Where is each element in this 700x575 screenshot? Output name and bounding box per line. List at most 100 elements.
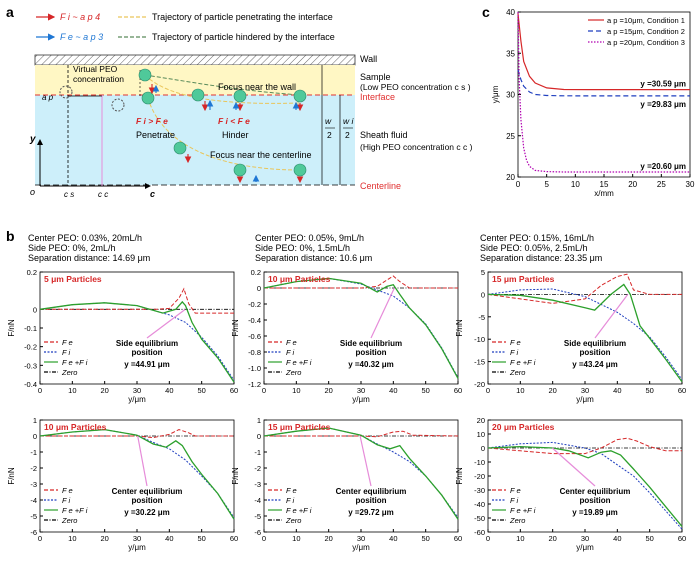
equilibrium-label: Center equilibrium <box>560 487 631 496</box>
x-tick-label: 0 <box>38 386 42 395</box>
y-tick-label: -2 <box>254 464 261 473</box>
x-axis-label: y/μm <box>576 395 594 404</box>
y-tick-label: 0 <box>33 432 37 441</box>
y-axis-label: F/nN <box>455 319 464 337</box>
col1-info-line3: Separation distance: 14.69 μm <box>28 253 151 263</box>
col2-info-line1: Center PEO: 0.05%, 9mL/h <box>255 233 365 243</box>
force-chart-6: 0 10 20 30 40 50 60 20 10 0 -10 -20 -30 -40 -50 -60 y/μm… <box>455 416 686 552</box>
legend-label: Zero <box>509 368 525 377</box>
y-axis-label: y/μm <box>491 85 500 103</box>
x-axis-label: y/μm <box>576 543 594 552</box>
x-tick-label: 0 <box>486 534 490 543</box>
x-tick-label: 60 <box>230 534 238 543</box>
equilibrium-value: y =30.22 μm <box>124 508 170 517</box>
equilibrium-pointer <box>370 287 395 339</box>
y-tick-label: -1.2 <box>248 380 261 389</box>
equilibrium-label-2: position <box>131 496 162 505</box>
x-tick-label: 20 <box>324 386 332 395</box>
x-tick-label: 60 <box>230 386 238 395</box>
y-axis-label: F/nN <box>7 467 16 485</box>
y-tick-label: 20 <box>477 416 485 425</box>
legend-label-2: a p =15μm, Condition 2 <box>607 27 685 36</box>
x-tick-label: 60 <box>678 386 686 395</box>
y-axis-label: F/nN <box>231 467 240 485</box>
legend-label: F i <box>286 496 295 505</box>
wi-den-label: 2 <box>345 130 350 140</box>
fi-gt-fe-label: F i > F e <box>136 116 168 126</box>
equilibrium-value: y =29.72 μm <box>348 508 394 517</box>
plot-frame <box>517 11 691 178</box>
interface-label: Interface <box>360 92 395 102</box>
legend-label: F e +F i <box>62 506 88 515</box>
legend-label: F e <box>62 338 73 347</box>
legend-hinder-text: Trajectory of particle hindered by the i… <box>152 32 335 42</box>
panel-label-a: a <box>6 4 14 20</box>
y-tick-label: -60 <box>474 528 485 537</box>
legend-label: F e <box>286 486 297 495</box>
equilibrium-label: Center equilibrium <box>336 487 407 496</box>
legend-fi-symbol: F i ~ a p 4 <box>60 12 100 22</box>
x-tick-label: 10 <box>68 386 76 395</box>
y-axis-label: F/nN <box>7 319 16 337</box>
y-tick-label: -20 <box>474 380 485 389</box>
equilibrium-pointer <box>551 447 596 487</box>
x-tick-label: 40 <box>389 386 397 395</box>
schematic-legend: F i ~ a p 4 Trajectory of particle penet… <box>36 12 335 42</box>
fe-series-line <box>40 287 234 314</box>
col2-info-line3: Separation distance: 10.6 μm <box>255 253 373 263</box>
final-value-3: y =20.60 μm <box>640 162 686 171</box>
x-axis-label: y/μm <box>128 395 146 404</box>
fi-series-line <box>487 441 683 530</box>
x-tick-label: 20 <box>548 386 556 395</box>
y-tick-label: -15 <box>474 358 485 367</box>
legend-penetrate-text: Trajectory of particle penetrating the i… <box>152 12 333 22</box>
wall-label: Wall <box>360 54 377 64</box>
x-tick-label: 10 <box>292 386 300 395</box>
legend-label: F e +F i <box>62 358 88 367</box>
x-tick-label: 30 <box>581 386 589 395</box>
y-tick-label: -0.8 <box>248 348 261 357</box>
y-tick-label: -10 <box>474 458 485 467</box>
equilibrium-value: y =19.89 μm <box>572 508 618 517</box>
axis-origin-label: o <box>30 187 35 197</box>
legend-label: F e <box>510 486 521 495</box>
legend-label: F e +F i <box>510 506 536 515</box>
sum-series-line <box>263 427 459 520</box>
col3-info: Center PEO: 0.15%, 16mL/h Side PEO: 0.05… <box>480 233 602 263</box>
legend-label: F i <box>286 348 295 357</box>
focus-wall-label: Focus near the wall <box>218 82 296 92</box>
x-tick-label: 50 <box>197 386 205 395</box>
cs-label: c s <box>64 190 74 199</box>
y-tick-label: 35 <box>506 49 515 58</box>
y-tick-label: 20 <box>506 173 515 182</box>
x-tick-label: 40 <box>613 386 621 395</box>
x-tick-label: 0 <box>486 386 490 395</box>
virtual-peo-label: Virtual PEO <box>73 64 118 74</box>
equilibrium-pointer <box>594 294 629 339</box>
col1-info-line1: Center PEO: 0.03%, 20mL/h <box>28 233 143 243</box>
legend-label: F i <box>62 348 71 357</box>
x-tick-label: 10 <box>571 180 580 189</box>
col1-info: Center PEO: 0.03%, 20mL/h Side PEO: 0%, … <box>28 233 150 263</box>
equilibrium-label: Side equilibrium <box>340 339 402 348</box>
x-tick-label: 50 <box>645 386 653 395</box>
series-line-1 <box>517 13 690 91</box>
col3-info-line2: Side PEO: 0.05%, 2.5mL/h <box>480 243 588 253</box>
legend-label: F e +F i <box>286 506 312 515</box>
ap-label: a p <box>42 93 54 102</box>
x-tick-label: 60 <box>454 386 462 395</box>
axis-y-label: y <box>29 134 36 145</box>
wi-label: w i <box>343 116 355 126</box>
sample-label: Sample <box>360 72 391 82</box>
x-axis-label: x/mm <box>594 189 614 198</box>
y-tick-label: -10 <box>474 335 485 344</box>
x-tick-label: 30 <box>133 386 141 395</box>
y-tick-label: 0 <box>481 444 485 453</box>
x-axis-label: y/μm <box>352 395 370 404</box>
y-axis-label: F/nN <box>455 467 464 485</box>
legend-label: Zero <box>509 516 525 525</box>
col3-info-line1: Center PEO: 0.15%, 16mL/h <box>480 233 595 243</box>
y-tick-label: 0 <box>257 284 261 293</box>
focus-center-label: Focus near the centerline <box>210 150 312 160</box>
